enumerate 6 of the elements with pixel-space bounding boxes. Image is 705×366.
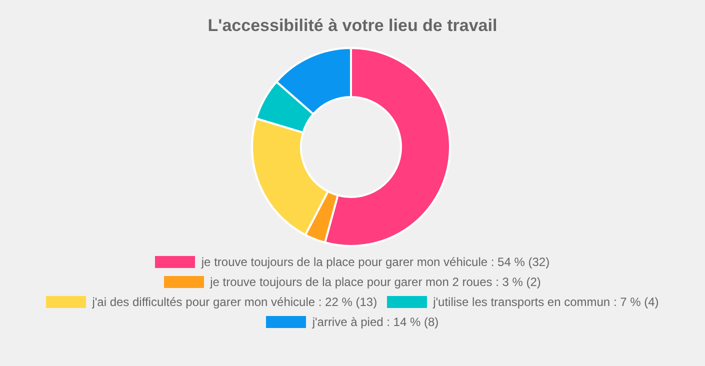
chart-title: L'accessibilité à votre lieu de travail [206,15,498,37]
legend-label: j'arrive à pied : 14 % (8) [312,315,439,329]
legend-label: j'utilise les transports en commun : 7 % (4) [433,295,659,309]
legend-label: je trouve toujours de la place pour garer mon véhicule : 54 % (32) [201,255,550,269]
legend-label: j'ai des difficultés pour garer mon véhicule : 22 % (13) [92,295,378,309]
legend-label: je trouve toujours de la place pour garer mon 2 roues : 3 % (2) [210,275,541,289]
